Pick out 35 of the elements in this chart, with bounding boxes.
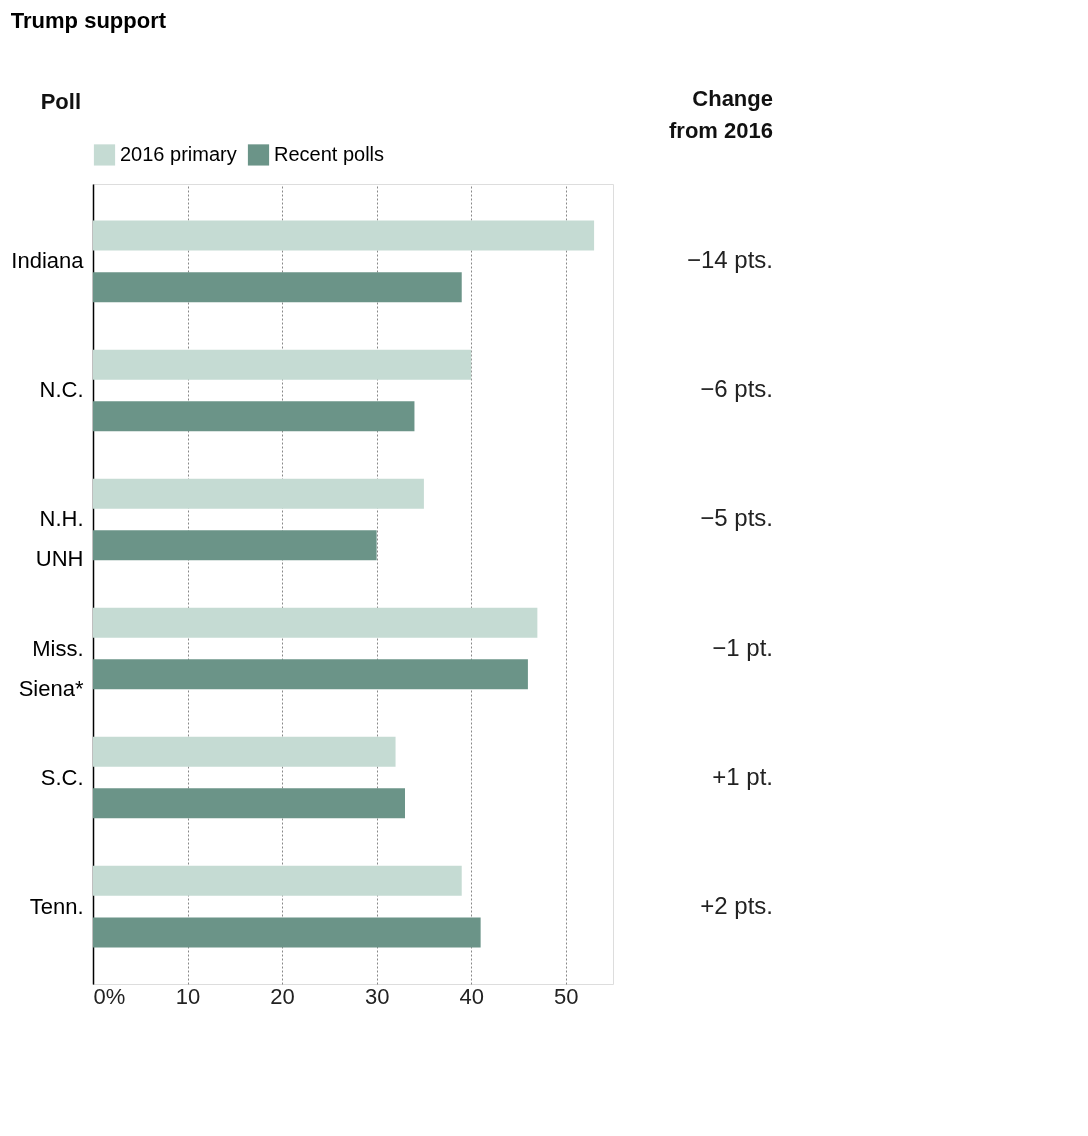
y-tick-label: Miss. Siena* (18, 635, 84, 701)
x-tick-label: 10 (175, 983, 201, 1009)
x-tick-label: 0% (93, 983, 126, 1009)
legend-label: Recent polls (274, 142, 385, 165)
text: −14 pts. (686, 246, 773, 274)
text: −6 pts. (700, 375, 773, 403)
y-tick-label: Indiana (11, 248, 85, 274)
y-tick-label: Tenn. (29, 893, 84, 919)
text: Change from 2016 (669, 86, 773, 143)
bar (93, 865, 462, 896)
bar (93, 607, 538, 638)
bar (93, 349, 472, 380)
chart-title: Trump support (10, 8, 167, 33)
bar (93, 272, 462, 303)
bar (93, 478, 424, 509)
x-tick-label: 20 (270, 983, 295, 1009)
bar (93, 788, 405, 819)
text: −5 pts. (700, 504, 773, 532)
y-tick-label: N.C. (39, 377, 84, 403)
bar (93, 659, 528, 690)
bar (93, 220, 595, 251)
bar (93, 530, 377, 561)
x-tick-label: 30 (364, 983, 390, 1009)
bar (93, 917, 481, 948)
text: Poll (40, 89, 81, 114)
bar (93, 736, 396, 767)
bar (93, 401, 415, 432)
text: +1 pt. (712, 762, 773, 790)
y-tick-label: S.C. (40, 764, 84, 790)
y-tick-label: N.H. UNH (35, 506, 84, 572)
x-tick-label: 50 (553, 983, 579, 1009)
text: −1 pt. (712, 633, 773, 661)
text: +2 pts. (700, 891, 773, 919)
x-tick-label: 40 (459, 983, 484, 1009)
legend-label: 2016 primary (120, 142, 237, 165)
